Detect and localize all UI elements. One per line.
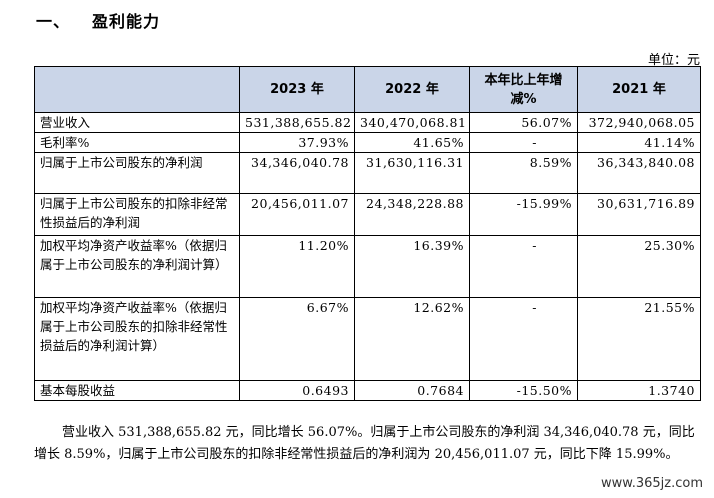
header-2023: 2023 年 (239, 66, 355, 113)
row-label: 基本每股收益 (34, 380, 240, 401)
cell-2021: 21.55% (577, 297, 701, 381)
cell-change: 56.07% (469, 112, 578, 133)
cell-2022: 0.7684 (354, 380, 470, 401)
header-2022: 2022 年 (354, 66, 470, 113)
cell-2022: 16.39% (354, 235, 470, 298)
cell-2023: 0.6493 (239, 380, 355, 401)
table-row: 毛利率% 37.93% 41.65% - 41.14% (34, 132, 701, 153)
cell-change: - (469, 132, 578, 153)
header-blank (34, 66, 240, 113)
cell-2023: 37.93% (239, 132, 355, 153)
cell-2021: 36,343,840.08 (577, 152, 701, 194)
table-row: 归属于上市公司股东的扣除非经常性损益后的净利润 20,456,011.07 24… (34, 193, 701, 236)
cell-2022: 12.62% (354, 297, 470, 381)
cell-change: - (469, 297, 578, 381)
table-header-row: 2023 年 2022 年 本年比上年增减% 2021 年 (34, 66, 701, 113)
cell-2021: 30,631,716.89 (577, 193, 701, 236)
table-row: 加权平均净资产收益率%（依据归属于上市公司股东的扣除非经常性损益后的净利润计算）… (34, 297, 701, 381)
cell-2021: 25.30% (577, 235, 701, 298)
cell-change: -15.50% (469, 380, 578, 401)
header-2021: 2021 年 (577, 66, 701, 113)
row-label: 加权平均净资产收益率%（依据归属于上市公司股东的扣除非经常性损益后的净利润计算） (34, 297, 240, 381)
cell-2021: 372,940,068.05 (577, 112, 701, 133)
section-title: 盈利能力 (92, 12, 161, 31)
table-row: 基本每股收益 0.6493 0.7684 -15.50% 1.3740 (34, 380, 701, 401)
watermark: www.365jz.com (598, 475, 706, 492)
cell-2023: 531,388,655.82 (239, 112, 355, 133)
header-change: 本年比上年增减% (469, 66, 578, 113)
row-label: 毛利率% (34, 132, 240, 153)
table-row: 归属于上市公司股东的净利润 34,346,040.78 31,630,116.3… (34, 152, 701, 194)
unit-label: 单位：元 (647, 53, 700, 68)
profitability-table: 2023 年 2022 年 本年比上年增减% 2021 年 营业收入 531,3… (34, 66, 701, 401)
cell-change: -15.99% (469, 193, 578, 236)
cell-change: - (469, 235, 578, 298)
cell-2023: 34,346,040.78 (239, 152, 355, 194)
table-row: 营业收入 531,388,655.82 340,470,068.81 56.07… (34, 112, 701, 133)
table-row: 加权平均净资产收益率%（依据归属于上市公司股东的净利润计算） 11.20% 16… (34, 235, 701, 298)
cell-2021: 41.14% (577, 132, 701, 153)
summary-text: 营业收入 531,388,655.82 元，同比增长 56.07%。归属于上市公… (34, 425, 695, 462)
section-heading: 一、 盈利能力 (36, 8, 160, 32)
row-label: 营业收入 (34, 112, 240, 133)
cell-2023: 20,456,011.07 (239, 193, 355, 236)
row-label: 加权平均净资产收益率%（依据归属于上市公司股东的净利润计算） (34, 235, 240, 298)
row-label: 归属于上市公司股东的净利润 (34, 152, 240, 194)
section-number: 一、 (36, 12, 71, 31)
cell-2023: 11.20% (239, 235, 355, 298)
cell-2022: 24,348,228.88 (354, 193, 470, 236)
cell-2022: 31,630,116.31 (354, 152, 470, 194)
cell-change: 8.59% (469, 152, 578, 194)
cell-2022: 41.65% (354, 132, 470, 153)
summary-paragraph: 营业收入 531,388,655.82 元，同比增长 56.07%。归属于上市公… (34, 422, 704, 466)
cell-2023: 6.67% (239, 297, 355, 381)
row-label: 归属于上市公司股东的扣除非经常性损益后的净利润 (34, 193, 240, 236)
cell-2021: 1.3740 (577, 380, 701, 401)
cell-2022: 340,470,068.81 (354, 112, 470, 133)
